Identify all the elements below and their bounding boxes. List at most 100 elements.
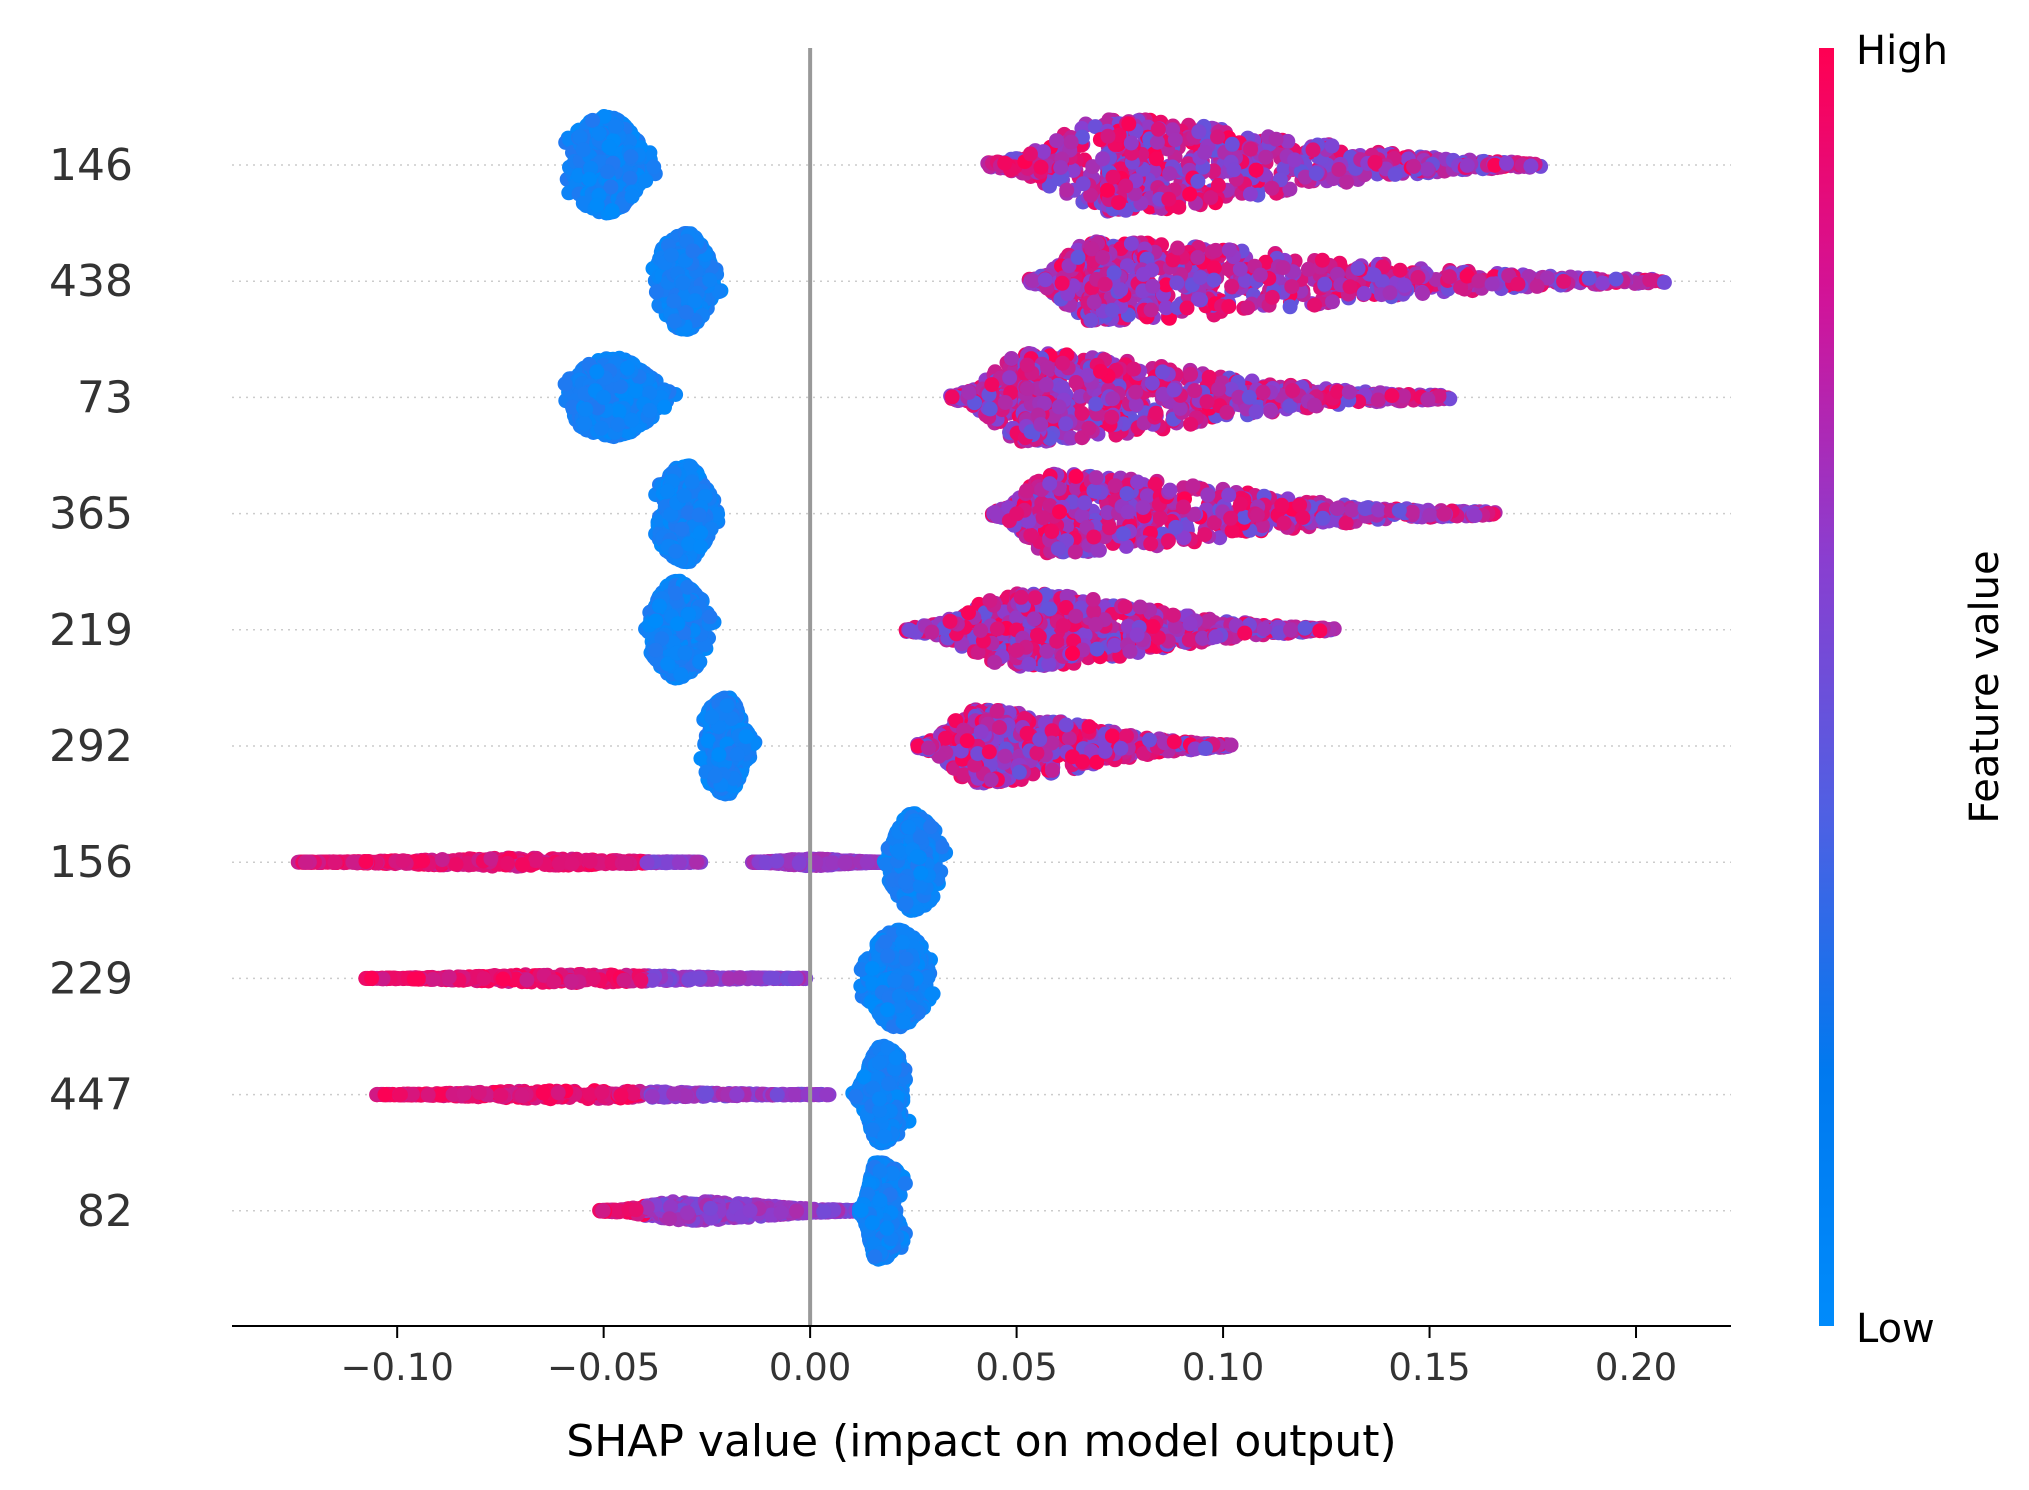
point-438: [1192, 270, 1208, 285]
point-73: [596, 389, 611, 405]
point-146: [1210, 129, 1226, 145]
point-438: [1252, 267, 1268, 283]
point-438: [1123, 236, 1139, 252]
point-146: [601, 139, 617, 155]
point-438: [1104, 302, 1120, 318]
point-146: [646, 159, 662, 175]
point-146: [1100, 128, 1116, 144]
point-438: [675, 275, 691, 291]
point-146: [1523, 158, 1539, 174]
point-438: [1169, 275, 1185, 291]
point-438: [1232, 261, 1248, 277]
point-438: [1135, 266, 1151, 282]
point-146: [1053, 160, 1069, 175]
point-438: [1095, 250, 1110, 265]
point-146: [1059, 182, 1075, 198]
point-438: [1529, 278, 1545, 294]
point-73: [642, 402, 658, 418]
point-73: [593, 420, 609, 436]
point-146: [1105, 169, 1121, 185]
point-146: [1121, 116, 1137, 132]
point-438: [1356, 286, 1372, 301]
point-146: [1210, 177, 1226, 193]
point-438: [687, 293, 703, 309]
point-438: [1086, 294, 1102, 310]
point-438: [1471, 273, 1487, 289]
point-146: [638, 173, 654, 189]
point-438: [1106, 265, 1122, 281]
point-73: [628, 383, 644, 399]
point-146: [1197, 144, 1213, 160]
point-438: [1556, 273, 1572, 289]
point-146: [589, 197, 605, 213]
point-146: [1033, 159, 1049, 175]
point-146: [1149, 151, 1164, 167]
point-146: [1022, 146, 1038, 162]
point-146: [1406, 158, 1422, 174]
point-146: [604, 203, 620, 219]
point-146: [1268, 131, 1284, 147]
feature-points-73: [557, 346, 1458, 449]
point-438: [663, 247, 679, 263]
point-438: [1221, 299, 1237, 314]
feature-points-146: [558, 109, 1549, 221]
point-438: [1392, 262, 1408, 278]
point-146: [1167, 132, 1183, 148]
point-438: [1145, 278, 1161, 294]
point-146: [1191, 124, 1207, 140]
point-438: [1264, 289, 1280, 305]
point-438: [1113, 282, 1129, 298]
point-438: [1284, 279, 1300, 295]
point-438: [1307, 297, 1322, 313]
point-146: [572, 129, 588, 145]
point-438: [648, 284, 664, 300]
point-146: [1224, 136, 1240, 152]
point-438: [1208, 242, 1224, 258]
point-438: [1143, 302, 1159, 318]
point-73: [610, 417, 626, 433]
point-146: [1161, 191, 1177, 207]
point-438: [1397, 277, 1412, 293]
point-146: [1339, 174, 1354, 190]
point-438: [1366, 267, 1382, 283]
point-438: [1581, 270, 1597, 286]
point-73: [557, 376, 573, 392]
point-438: [1240, 300, 1256, 316]
point-146: [1499, 155, 1514, 171]
point-146: [1049, 133, 1064, 149]
point-438: [1275, 260, 1291, 276]
point-73: [611, 403, 627, 419]
point-146: [1305, 142, 1321, 158]
point-146: [1063, 134, 1079, 150]
point-438: [1024, 273, 1040, 289]
point-146: [623, 149, 639, 165]
point-146: [1419, 161, 1435, 177]
point-438: [1595, 275, 1611, 291]
point-73: [657, 399, 672, 415]
point-146: [1095, 151, 1111, 167]
point-438: [685, 243, 701, 259]
point-146: [1123, 135, 1139, 151]
point-438: [1510, 276, 1526, 292]
point-146: [1111, 195, 1126, 211]
point-438: [1342, 279, 1358, 295]
point-146: [1100, 182, 1115, 198]
point-438: [1350, 260, 1366, 276]
point-438: [1410, 270, 1426, 285]
point-438: [1206, 272, 1222, 288]
point-146: [608, 118, 624, 134]
point-146: [1182, 186, 1198, 202]
point-438: [1221, 242, 1237, 258]
point-146: [1036, 144, 1051, 160]
point-438: [1224, 278, 1240, 294]
point-146: [997, 155, 1013, 171]
point-73: [577, 416, 593, 432]
point-438: [1608, 271, 1624, 287]
point-146: [1264, 180, 1280, 196]
point-438: [1054, 275, 1070, 291]
point-146: [1243, 141, 1259, 157]
point-438: [1317, 276, 1333, 292]
point-438: [1179, 300, 1195, 316]
point-146: [1287, 152, 1303, 168]
point-146: [1162, 166, 1178, 182]
